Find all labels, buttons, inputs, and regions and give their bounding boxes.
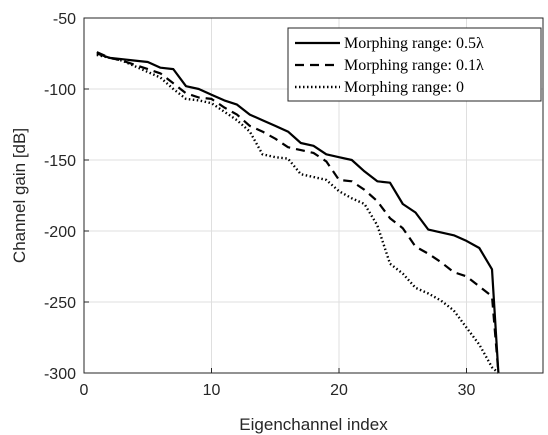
legend-label-0: Morphing range: 0.5λ	[344, 35, 484, 52]
x-tick-label: 10	[203, 382, 221, 399]
y-axis-label: Channel gain [dB]	[10, 128, 29, 263]
y-tick-label: -150	[44, 153, 76, 170]
legend-items: Morphing range: 0.5λ Morphing range: 0.1λ…	[295, 35, 484, 96]
x-tick-label: 20	[330, 382, 348, 399]
x-tick-label: 30	[458, 382, 476, 399]
series-line-1	[96, 51, 500, 374]
series-group	[96, 51, 500, 374]
y-tick-label: -100	[44, 82, 76, 99]
y-tick-label: -300	[44, 366, 76, 383]
y-tick-label: -250	[44, 295, 76, 312]
x-axis-label: Eigenchannel index	[239, 415, 388, 434]
legend-label-2: Morphing range: 0	[344, 79, 464, 96]
legend-label-1: Morphing range: 0.1λ	[344, 57, 484, 74]
y-tick-label: -50	[53, 11, 76, 28]
axes-frame	[83, 17, 544, 374]
legend: Morphing range: 0.5λ Morphing range: 0.1λ…	[287, 27, 542, 102]
tick-labels: 0 10 20 30 -300 -250 -200 -150 -100 -50	[44, 11, 476, 399]
x-tick-label: 0	[80, 382, 89, 399]
y-tick-label: -200	[44, 224, 76, 241]
series-line-0	[96, 52, 500, 374]
